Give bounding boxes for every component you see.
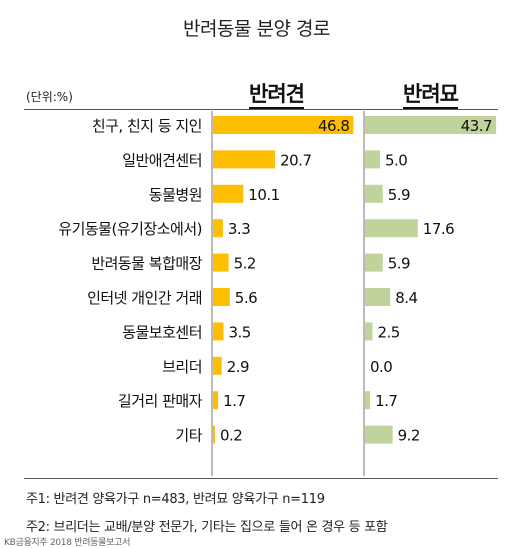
data-label-cat: 43.7 [461,117,492,135]
data-label-cat: 5.0 [385,151,407,169]
bar-cat [365,288,391,306]
data-label-dog: 1.7 [223,392,245,410]
data-label-dog: 10.1 [248,186,279,204]
bar-dog [213,356,222,375]
data-label-dog: 3.3 [228,220,250,238]
data-label-cat: 5.9 [388,186,410,204]
category-label: 길거리 판매자 [118,392,203,410]
source-label: KB금융지주 2018 반려동물보고서 [4,538,131,548]
data-label-cat: 2.5 [378,323,400,341]
data-label-dog: 20.7 [280,151,311,169]
bar-dog [213,219,223,238]
series-header-cat: 반려묘 [403,78,459,109]
data-label-dog: 5.2 [234,255,256,273]
category-label: 동물보호센터 [122,323,202,341]
bar-cat [365,116,497,134]
bar-cat [365,150,380,169]
data-label-cat: 0.0 [370,358,392,376]
bar-cat [365,322,373,341]
bar-dog [213,184,244,203]
data-label-dog: 46.8 [318,117,349,135]
bottom-rule [24,478,498,479]
footnote-2: 주2: 브리더는 교배/분양 전문가, 기타는 집으로 들어 온 경우 등 포함 [26,520,388,535]
bar-cat [365,391,371,410]
bar-cat [365,253,383,272]
bar-cat [365,219,418,238]
bar-dog [213,288,230,306]
bar-cat [365,184,383,203]
bar-dog [213,253,229,272]
bar-dog [213,425,215,444]
category-label: 기타 [175,427,202,445]
data-label-cat: 17.6 [423,220,454,238]
data-label-cat: 8.4 [395,289,417,307]
category-label: 브리더 [162,358,202,376]
data-label-cat: 1.7 [375,392,397,410]
data-label-dog: 2.9 [227,358,249,376]
footnote-1: 주1: 반려견 양육가구 n=483, 반려묘 양육가구 n=119 [26,492,325,507]
category-label: 인터넷 개인간 거래 [87,289,202,307]
category-label: 일반애견센터 [122,151,202,169]
category-label: 유기동물(유기장소에서) [58,220,202,238]
series-header-dog: 반려견 [249,78,305,109]
data-label-dog: 5.6 [235,289,257,307]
category-label: 친구, 친지 등 지인 [92,117,202,135]
data-label-dog: 0.2 [220,427,242,445]
bar-dog [213,150,276,169]
bar-dog [213,322,224,341]
unit-label: (단위:%) [26,90,73,104]
data-label-cat: 5.9 [388,255,410,273]
chart-title: 반려동물 분양 경로 [183,18,330,40]
top-rule [24,109,498,110]
bar-cat [365,425,393,444]
category-label: 반려동물 복합매장 [91,255,202,273]
data-label-cat: 9.2 [398,427,420,445]
data-label-dog: 3.5 [229,323,251,341]
category-label: 동물병원 [149,186,202,204]
bar-dog [213,391,219,410]
bar-dog [213,116,354,134]
footnotes: 주1: 반려견 양육가구 n=483, 반려묘 양육가구 n=119 주2: 브… [26,488,388,544]
